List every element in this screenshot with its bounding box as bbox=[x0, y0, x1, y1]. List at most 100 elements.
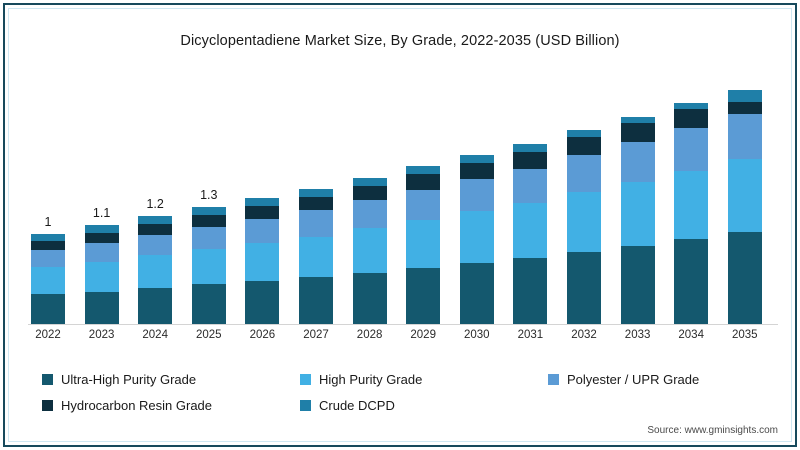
legend-item[interactable]: Hydrocarbon Resin Grade bbox=[42, 398, 300, 413]
bar-segment[interactable] bbox=[674, 128, 709, 171]
bar-group[interactable] bbox=[513, 143, 548, 324]
bar-segment[interactable] bbox=[245, 280, 280, 324]
bar-segment[interactable] bbox=[352, 200, 387, 229]
bar-group[interactable] bbox=[406, 166, 441, 324]
bar-segment[interactable] bbox=[459, 262, 494, 324]
bar-group[interactable] bbox=[674, 103, 709, 324]
legend-label: Hydrocarbon Resin Grade bbox=[61, 397, 213, 413]
legend-label: High Purity Grade bbox=[319, 371, 423, 387]
bar-segment[interactable] bbox=[567, 137, 601, 156]
bar-segment[interactable] bbox=[191, 206, 226, 215]
bar-segment[interactable] bbox=[138, 215, 173, 224]
bar-segment[interactable] bbox=[513, 258, 548, 324]
bar-segment[interactable] bbox=[513, 143, 548, 152]
bar-segment[interactable] bbox=[191, 284, 226, 324]
bar-segment[interactable] bbox=[459, 211, 494, 263]
bar-segment[interactable] bbox=[674, 239, 709, 324]
bar-stack bbox=[459, 154, 494, 324]
bar-segment[interactable] bbox=[727, 113, 762, 159]
bar-segment[interactable] bbox=[620, 122, 655, 142]
bar-segment[interactable] bbox=[245, 197, 280, 206]
bar-segment[interactable] bbox=[459, 178, 494, 212]
bar-segment[interactable] bbox=[406, 189, 441, 221]
bar-segment[interactable] bbox=[727, 232, 762, 324]
bar-segment[interactable] bbox=[674, 170, 709, 240]
legend-item[interactable]: Crude DCPD bbox=[300, 398, 548, 413]
bar-segment[interactable] bbox=[727, 102, 762, 114]
bar-segment[interactable] bbox=[299, 196, 333, 211]
bar-segment[interactable] bbox=[299, 210, 333, 237]
bar-group[interactable] bbox=[245, 197, 280, 324]
bar-segment[interactable] bbox=[727, 89, 762, 103]
x-tick-label: 2023 bbox=[88, 329, 115, 341]
plot-area: 1 1.1 1.2 1.3 bbox=[20, 60, 782, 325]
bar-group[interactable] bbox=[567, 130, 601, 324]
bar-segment[interactable] bbox=[406, 268, 441, 324]
bar-segment[interactable] bbox=[352, 228, 387, 273]
bar-group[interactable]: 1.1 bbox=[84, 206, 119, 324]
bar-segment[interactable] bbox=[245, 218, 280, 243]
bar-group[interactable] bbox=[352, 177, 387, 324]
bar-segment[interactable] bbox=[620, 181, 655, 246]
legend-item[interactable]: Polyester / UPR Grade bbox=[548, 372, 757, 387]
bar-segment[interactable] bbox=[674, 103, 709, 109]
bar-segment[interactable] bbox=[727, 158, 762, 233]
bar-segment[interactable] bbox=[674, 108, 709, 129]
bar-group[interactable]: 1.2 bbox=[138, 197, 173, 324]
bar-segment[interactable] bbox=[459, 162, 494, 179]
bar-segment[interactable] bbox=[84, 291, 119, 324]
bar-segment[interactable] bbox=[406, 166, 441, 175]
bar-group[interactable]: 1 bbox=[31, 215, 65, 324]
bar-segment[interactable] bbox=[459, 154, 494, 163]
bar-segment[interactable] bbox=[299, 188, 333, 197]
bar-segment[interactable] bbox=[31, 294, 65, 324]
bar-segment[interactable] bbox=[31, 267, 65, 295]
legend-swatch-icon bbox=[42, 373, 53, 385]
bar-segment[interactable] bbox=[84, 232, 119, 243]
bar-segment[interactable] bbox=[406, 174, 441, 190]
bar-segment[interactable] bbox=[620, 116, 655, 123]
bar-segment[interactable] bbox=[31, 233, 65, 242]
legend-label: Polyester / UPR Grade bbox=[567, 371, 700, 387]
bar-segment[interactable] bbox=[352, 177, 387, 187]
bar-segment[interactable] bbox=[138, 223, 173, 235]
bar-group[interactable] bbox=[620, 116, 655, 324]
legend-item[interactable]: Ultra-High Purity Grade bbox=[42, 372, 300, 387]
bar-segment[interactable] bbox=[245, 242, 280, 281]
bar-segment[interactable] bbox=[31, 241, 65, 251]
bar-segment[interactable] bbox=[138, 287, 173, 324]
chart-legend: Ultra-High Purity Grade High Purity Grade… bbox=[42, 366, 757, 418]
legend-swatch-icon bbox=[42, 399, 53, 411]
bar-segment[interactable] bbox=[84, 224, 119, 233]
bar-segment[interactable] bbox=[84, 261, 119, 292]
bar-group[interactable] bbox=[459, 154, 494, 324]
bar-segment[interactable] bbox=[620, 245, 655, 324]
bar-group[interactable] bbox=[727, 89, 762, 324]
bar-segment[interactable] bbox=[84, 242, 119, 262]
bar-segment[interactable] bbox=[245, 205, 280, 219]
bar-segment[interactable] bbox=[352, 186, 387, 201]
bar-segment[interactable] bbox=[299, 236, 333, 278]
bar-segment[interactable] bbox=[620, 141, 655, 182]
bar-segment[interactable] bbox=[31, 250, 65, 268]
bar-segment[interactable] bbox=[567, 130, 601, 138]
bar-segment[interactable] bbox=[352, 272, 387, 324]
bar-segment[interactable] bbox=[406, 220, 441, 269]
bar-segment[interactable] bbox=[567, 251, 601, 324]
bar-segment[interactable] bbox=[513, 151, 548, 169]
bar-segment[interactable] bbox=[191, 214, 226, 227]
bar-segment[interactable] bbox=[299, 277, 333, 324]
bar-segment[interactable] bbox=[138, 255, 173, 288]
bar-group[interactable]: 1.3 bbox=[191, 188, 226, 324]
bar-segment[interactable] bbox=[513, 203, 548, 259]
bar-segment[interactable] bbox=[138, 234, 173, 256]
bar-segment[interactable] bbox=[567, 155, 601, 193]
bar-segment[interactable] bbox=[567, 192, 601, 252]
bar-segment[interactable] bbox=[191, 226, 226, 250]
bar-segment[interactable] bbox=[513, 168, 548, 204]
bar-segment[interactable] bbox=[191, 249, 226, 285]
bar-group[interactable] bbox=[299, 188, 333, 324]
x-axis-tick-labels: 2022 2023 2024 2025 2026 2027 2028 2029 2030 2031… bbox=[20, 329, 782, 349]
legend-item[interactable]: High Purity Grade bbox=[300, 372, 548, 387]
bar-stack bbox=[567, 130, 601, 324]
